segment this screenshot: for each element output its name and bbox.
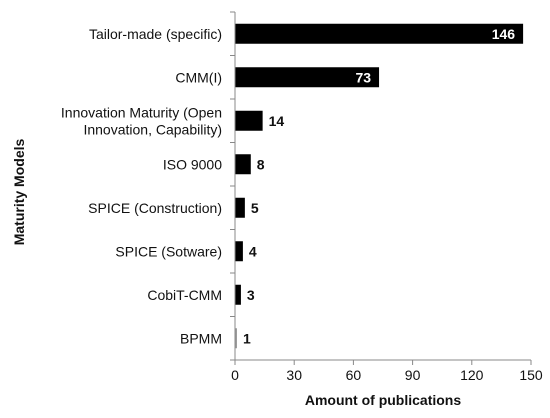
x-tick-label: 120 — [460, 367, 484, 383]
category-label-line: Innovation Maturity (Open — [61, 104, 222, 120]
bar-1 — [235, 67, 380, 88]
bar-3 — [235, 154, 251, 175]
category-label-line: Innovation, Capability) — [83, 121, 222, 137]
x-tick-label: 30 — [286, 367, 302, 383]
category-label-line: ISO 9000 — [163, 156, 222, 172]
data-label-2: 14 — [269, 113, 285, 129]
data-label-3: 8 — [257, 156, 265, 172]
x-ticks-group: 0 30 60 90 120 150 — [230, 11, 543, 383]
data-label-5: 4 — [249, 243, 257, 259]
category-label-line: Tailor-made (specific) — [89, 26, 222, 42]
y-axis-title: Maturity Models — [11, 139, 27, 246]
category-label-0: Tailor-made (specific) — [89, 26, 222, 42]
data-label-1: 73 — [355, 69, 371, 85]
category-label-line: SPICE (Construction) — [88, 200, 222, 216]
category-label-1: CMM(I) — [175, 69, 222, 85]
data-label-6: 3 — [247, 287, 255, 303]
bars-group: 146 73 14 8 5 4 3 1 — [235, 23, 524, 349]
category-label-7: BPMM — [180, 330, 222, 346]
bar-2 — [235, 110, 263, 131]
category-label-4: SPICE (Construction) — [88, 200, 222, 216]
x-tick-label: 0 — [231, 367, 239, 383]
category-label-5: SPICE (Sotware) — [115, 243, 222, 259]
x-tick-label: 90 — [405, 367, 421, 383]
x-tick-label: 60 — [346, 367, 362, 383]
data-label-7: 1 — [243, 330, 251, 346]
x-tick-label: 150 — [519, 367, 543, 383]
category-label-2: Innovation Maturity (Open Innovation, Cap… — [61, 104, 222, 137]
category-label-line: BPMM — [180, 330, 222, 346]
bar-4 — [235, 197, 245, 218]
x-axis-title: Amount of publications — [305, 392, 462, 408]
bar-0 — [235, 23, 524, 44]
category-label-line: CobiT-CMM — [147, 287, 222, 303]
category-label-line: SPICE (Sotware) — [115, 243, 222, 259]
bar-5 — [235, 241, 243, 262]
data-label-4: 5 — [251, 200, 259, 216]
bar-7 — [235, 328, 237, 349]
bar-6 — [235, 284, 241, 305]
category-label-line: CMM(I) — [175, 69, 222, 85]
category-label-3: ISO 9000 — [163, 156, 222, 172]
data-label-0: 146 — [492, 26, 516, 42]
category-labels-group: Tailor-made (specific) CMM(I) Innovation M… — [61, 26, 222, 347]
category-label-6: CobiT-CMM — [147, 287, 222, 303]
